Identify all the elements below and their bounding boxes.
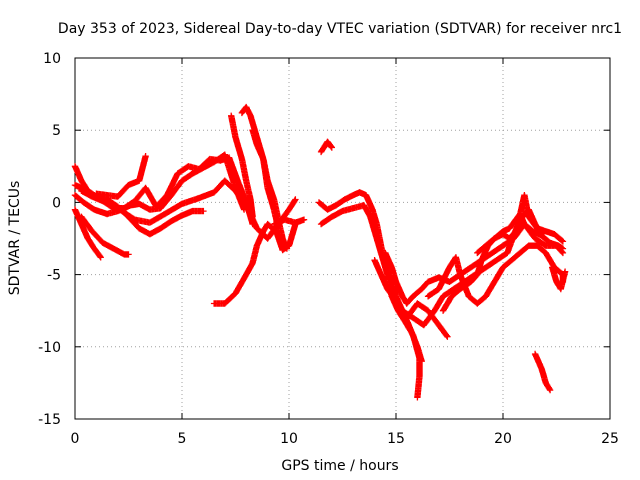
- series-track-22: [531, 350, 554, 394]
- y-tick-label: 10: [43, 51, 61, 67]
- series-track-7: [78, 154, 256, 228]
- series-track-20: [403, 300, 451, 340]
- series-track-11: [210, 220, 299, 307]
- y-tick-label: -10: [38, 340, 61, 356]
- point-markers: [371, 192, 567, 329]
- point-markers: [403, 300, 451, 340]
- series-track-16: [382, 220, 567, 307]
- y-tick-label: -5: [47, 268, 61, 284]
- x-tick-label: 10: [280, 431, 298, 447]
- x-tick-label: 20: [494, 431, 512, 447]
- series-track-8: [228, 112, 256, 220]
- series-track-6: [93, 153, 149, 200]
- series-track-13: [317, 138, 335, 156]
- x-tick-label: 0: [71, 431, 80, 447]
- point-markers: [424, 242, 567, 307]
- x-tick-labels: 0 5 10 15 20 25: [71, 431, 619, 447]
- series-track-18: [424, 242, 567, 307]
- x-tick-label: 25: [601, 431, 619, 447]
- y-tick-label: 0: [52, 195, 61, 211]
- point-markers: [549, 264, 569, 293]
- point-markers: [93, 153, 149, 200]
- point-markers: [78, 213, 132, 258]
- y-tick-label: 5: [52, 123, 61, 139]
- series-track-17: [371, 192, 567, 329]
- chart-title: Day 353 of 2023, Sidereal Day-to-day VTE…: [58, 21, 622, 37]
- x-tick-label: 5: [178, 431, 187, 447]
- x-axis-label: GPS time / hours: [281, 458, 398, 474]
- point-markers: [317, 138, 335, 156]
- ticks-layer: [74, 57, 611, 420]
- plot-frame: [74, 57, 611, 420]
- data-points: [71, 103, 569, 401]
- grid-layer: [75, 58, 610, 419]
- series-track-12: [270, 216, 308, 228]
- y-tick-labels: -15 -10 -5 0 5 10: [38, 51, 61, 428]
- point-markers: [71, 206, 104, 261]
- point-markers: [228, 112, 256, 220]
- series-track-21: [474, 206, 545, 257]
- y-axis-label: SDTVAR / TECUs: [7, 181, 23, 296]
- point-markers: [474, 206, 545, 257]
- series-track-4: [71, 206, 104, 261]
- point-markers: [210, 220, 299, 307]
- series-track-5: [78, 213, 132, 258]
- point-markers: [249, 127, 282, 232]
- x-tick-label: 15: [387, 431, 405, 447]
- y-tick-label: -15: [38, 412, 61, 428]
- point-markers: [531, 350, 554, 394]
- point-markers: [382, 220, 567, 307]
- point-markers: [78, 154, 256, 228]
- series-track-10: [249, 127, 282, 232]
- series-track-23: [549, 264, 569, 293]
- point-markers: [270, 216, 308, 228]
